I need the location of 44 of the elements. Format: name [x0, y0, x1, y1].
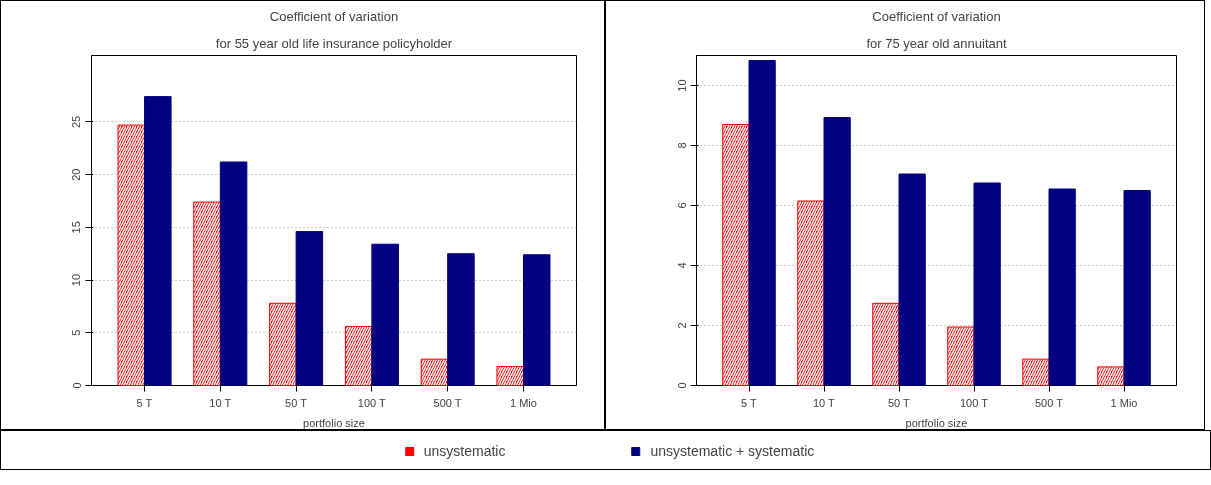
y-tick-label: 20 [70, 168, 83, 181]
y-tick-label: 8 [675, 142, 688, 149]
y-tick-label: 2 [675, 322, 688, 329]
y-tick-label: 10 [70, 273, 83, 287]
chart-subtitle: for 55 year old life insurance policyholder [215, 35, 453, 51]
bar [1048, 188, 1076, 386]
x-tick-label: 5 T [136, 396, 153, 409]
x-tick-label: 100 T [357, 396, 387, 409]
bar [973, 182, 1001, 386]
y-tick-label: 4 [675, 262, 688, 269]
chart-subtitle: for 75 year old annuitant [866, 35, 1007, 51]
y-tick-label: 6 [675, 202, 688, 209]
y-tick-label: 15 [70, 221, 83, 234]
x-tick-label: 50 T [887, 396, 911, 409]
legend-label: unsystematic [423, 443, 506, 459]
y-tick-label: 25 [70, 115, 83, 129]
bar [295, 231, 324, 386]
x-tick-label: 500 T [433, 396, 462, 409]
bar [823, 117, 851, 386]
x-tick-label: 10 T [209, 396, 232, 409]
bar [144, 96, 172, 386]
x-tick-label: 10 T [812, 396, 836, 409]
y-tick-label: 0 [675, 382, 688, 389]
y-tick-label: 0 [70, 382, 83, 389]
chart-title: Coefficient of variation [269, 8, 399, 24]
bar [371, 243, 399, 386]
bar [898, 173, 926, 386]
x-axis-title: portfolio size [905, 416, 968, 429]
bar [219, 161, 248, 386]
x-tick-label: 500 T [1034, 396, 1064, 409]
y-tick-label: 10 [675, 79, 688, 92]
chart-title: Coefficient of variation [872, 8, 1001, 24]
x-tick-label: 1 Mio [510, 396, 537, 409]
y-tick-label: 5 [70, 329, 83, 336]
x-tick-label: 5 T [741, 396, 758, 409]
bar [1123, 190, 1151, 386]
legend-label: unsystematic + systematic [650, 443, 815, 459]
bar [522, 254, 551, 386]
bar [748, 60, 776, 386]
bar [447, 253, 475, 386]
x-tick-label: 1 Mio [1110, 396, 1138, 409]
x-tick-label: 50 T [285, 396, 308, 409]
x-tick-label: 100 T [959, 396, 989, 409]
x-axis-title: portfolio size [303, 416, 365, 429]
